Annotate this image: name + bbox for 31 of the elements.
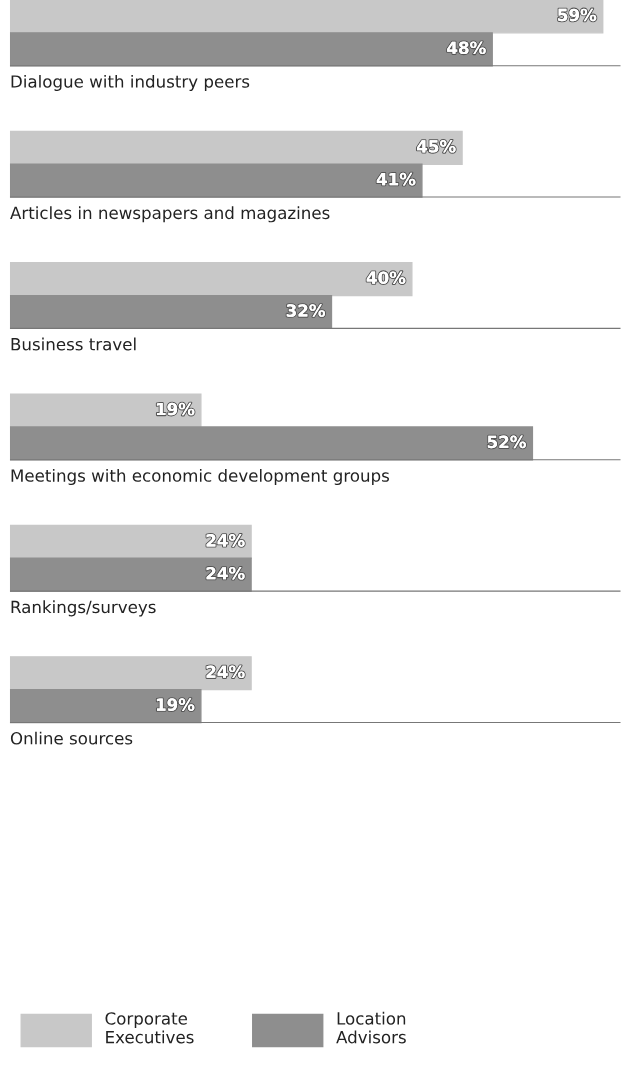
bar xyxy=(9,130,463,165)
bar xyxy=(9,688,202,724)
bar xyxy=(9,393,202,428)
bar xyxy=(9,426,534,461)
bar xyxy=(9,656,252,691)
data-label: 32% xyxy=(286,304,326,317)
data-label: 40% xyxy=(366,271,406,284)
data-label: 19% xyxy=(156,402,195,416)
data-label: 24% xyxy=(206,566,245,580)
data-label: 24% xyxy=(206,534,245,547)
y-tick-label: Articles in newspapers and magazines xyxy=(10,206,330,223)
data-label: 48% xyxy=(447,41,486,55)
bar xyxy=(9,0,604,34)
bar xyxy=(9,294,333,330)
bar xyxy=(9,262,413,297)
bar xyxy=(9,524,252,559)
legend-label: Location Advisors xyxy=(336,1011,406,1044)
y-tick-label: Meetings with economic development groups xyxy=(11,468,390,486)
data-label: 45% xyxy=(417,140,456,153)
y-tick-label: Rankings/surveys xyxy=(11,600,156,617)
y-tick-label: Business travel xyxy=(11,337,136,351)
legend-label: Corporate Executives xyxy=(105,1012,194,1044)
y-tick-label: Online sources xyxy=(10,731,133,745)
bar xyxy=(9,163,423,198)
data-label: 41% xyxy=(376,172,416,186)
data-label: 59% xyxy=(558,8,597,22)
data-label: 19% xyxy=(156,698,195,711)
data-label: 52% xyxy=(487,435,526,449)
y-tick-label: Dialogue with industry peers xyxy=(11,74,250,92)
data-label: 24% xyxy=(206,665,245,679)
bar xyxy=(9,32,493,67)
